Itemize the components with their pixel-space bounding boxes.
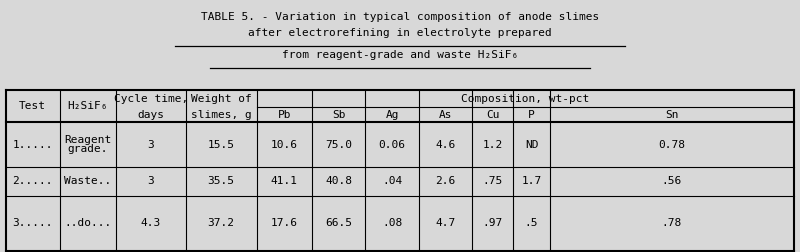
Text: Reagent: Reagent bbox=[64, 135, 111, 145]
Text: Sb: Sb bbox=[332, 110, 346, 119]
Text: 37.2: 37.2 bbox=[208, 218, 234, 229]
Text: Sn: Sn bbox=[665, 110, 678, 119]
Text: ND: ND bbox=[525, 140, 538, 149]
Text: P: P bbox=[528, 110, 535, 119]
Text: Composition, wt-pct: Composition, wt-pct bbox=[461, 93, 590, 104]
Text: 1.7: 1.7 bbox=[522, 176, 542, 186]
Text: .04: .04 bbox=[382, 176, 402, 186]
Text: 66.5: 66.5 bbox=[325, 218, 352, 229]
Text: 41.1: 41.1 bbox=[270, 176, 298, 186]
Text: 2.....: 2..... bbox=[13, 176, 53, 186]
Text: 0.06: 0.06 bbox=[378, 140, 406, 149]
Text: days: days bbox=[138, 110, 165, 119]
Text: .97: .97 bbox=[483, 218, 503, 229]
Text: .56: .56 bbox=[662, 176, 682, 186]
Text: slimes, g: slimes, g bbox=[190, 110, 251, 119]
Text: 35.5: 35.5 bbox=[208, 176, 234, 186]
Text: Ag: Ag bbox=[386, 110, 399, 119]
Text: Waste..: Waste.. bbox=[64, 176, 111, 186]
Text: 4.6: 4.6 bbox=[435, 140, 456, 149]
Text: .08: .08 bbox=[382, 218, 402, 229]
Text: As: As bbox=[439, 110, 453, 119]
Text: 0.78: 0.78 bbox=[658, 140, 686, 149]
Text: 1.....: 1..... bbox=[13, 140, 53, 149]
Text: 40.8: 40.8 bbox=[325, 176, 352, 186]
Text: 3: 3 bbox=[148, 140, 154, 149]
Text: ..do...: ..do... bbox=[64, 218, 111, 229]
Text: 2.6: 2.6 bbox=[435, 176, 456, 186]
Text: 4.7: 4.7 bbox=[435, 218, 456, 229]
Text: Test: Test bbox=[19, 101, 46, 111]
Text: .78: .78 bbox=[662, 218, 682, 229]
Text: 10.6: 10.6 bbox=[270, 140, 298, 149]
Text: Cycle time,: Cycle time, bbox=[114, 93, 188, 104]
Text: Pb: Pb bbox=[278, 110, 291, 119]
Text: 3: 3 bbox=[148, 176, 154, 186]
Text: 3.....: 3..... bbox=[13, 218, 53, 229]
Text: .5: .5 bbox=[525, 218, 538, 229]
Text: from reagent-grade and waste H₂SiF₆: from reagent-grade and waste H₂SiF₆ bbox=[282, 50, 518, 60]
Text: after electrorefining in electrolyte prepared: after electrorefining in electrolyte pre… bbox=[248, 28, 552, 38]
Text: 1.2: 1.2 bbox=[483, 140, 503, 149]
Text: Cu: Cu bbox=[486, 110, 500, 119]
Text: Weight of: Weight of bbox=[190, 93, 251, 104]
Text: 17.6: 17.6 bbox=[270, 218, 298, 229]
Text: 4.3: 4.3 bbox=[141, 218, 161, 229]
Text: 75.0: 75.0 bbox=[325, 140, 352, 149]
Text: .75: .75 bbox=[483, 176, 503, 186]
Text: 15.5: 15.5 bbox=[208, 140, 234, 149]
Text: grade.: grade. bbox=[68, 144, 108, 154]
Text: TABLE 5. - Variation in typical composition of anode slimes: TABLE 5. - Variation in typical composit… bbox=[201, 12, 599, 22]
Text: H₂SiF₆: H₂SiF₆ bbox=[68, 101, 108, 111]
